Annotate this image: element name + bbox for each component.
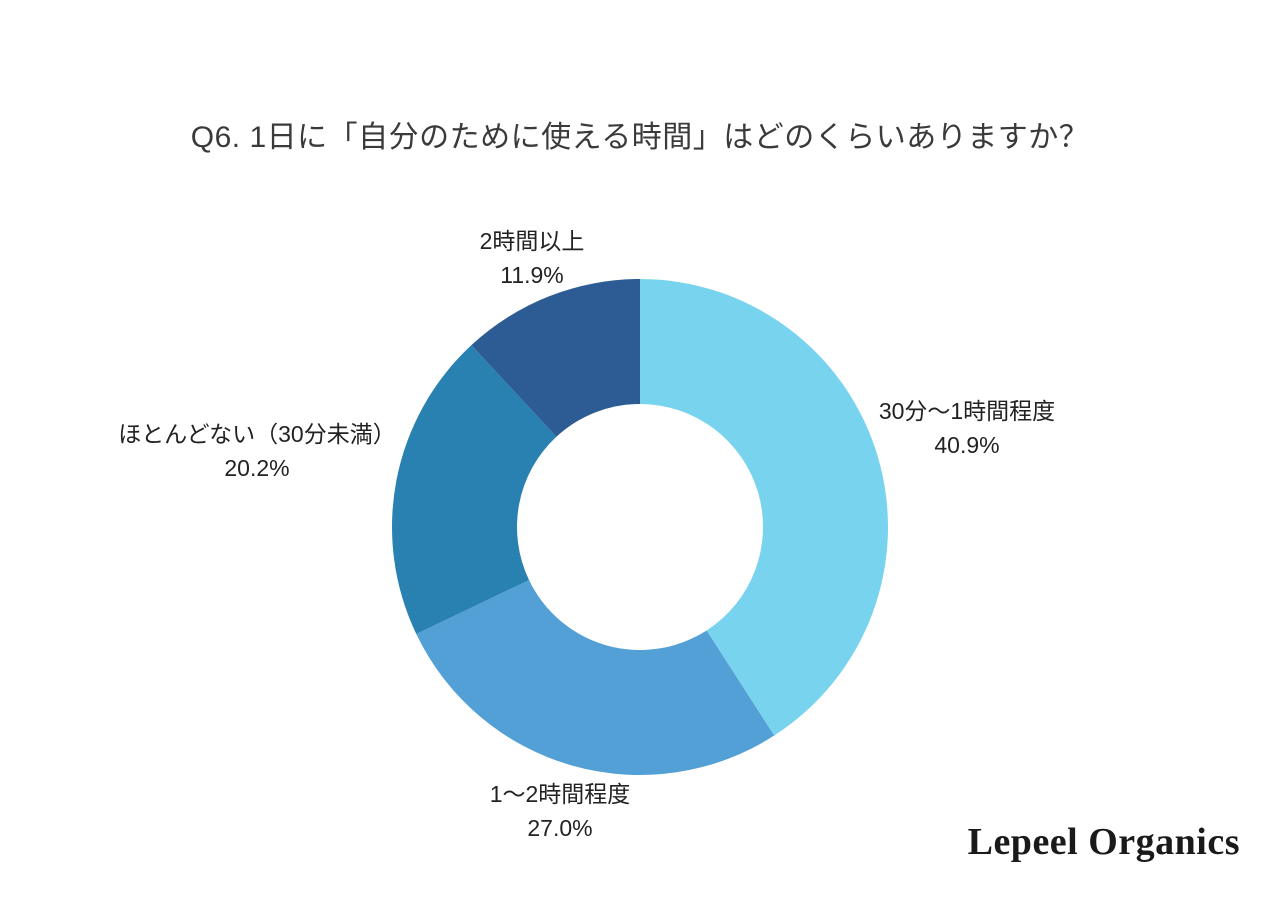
slice-label-1-2hours: 1〜2時間程度 27.0%: [490, 777, 631, 845]
donut-segment-0: [640, 279, 888, 736]
donut-segment-1: [416, 580, 775, 775]
slice-label-percent: 20.2%: [224, 455, 290, 481]
slice-label-percent: 11.9%: [500, 262, 564, 288]
slice-label-percent: 40.9%: [934, 432, 1000, 458]
slice-label-text: ほとんどない（30分未満）: [118, 421, 396, 447]
donut-segment-2: [391, 345, 557, 634]
slice-label-text: 1〜2時間程度: [489, 781, 631, 807]
slice-label-percent: 27.0%: [527, 815, 593, 841]
slice-label-30min-1hour: 30分〜1時間程度 40.9%: [879, 394, 1055, 462]
slice-label-almost-none: ほとんどない（30分未満） 20.2%: [118, 417, 395, 485]
slice-label-text: 2時間以上: [479, 228, 585, 254]
slice-label-2hours-plus: 2時間以上 11.9%: [480, 224, 585, 292]
logo-text: Lepeel Organics: [967, 821, 1240, 863]
donut-segment-3: [471, 279, 640, 437]
slice-label-text: 30分〜1時間程度: [878, 398, 1056, 424]
chart-title: Q6. 1日に「自分のために使える時間」はどのくらいありますか？: [190, 121, 1090, 154]
